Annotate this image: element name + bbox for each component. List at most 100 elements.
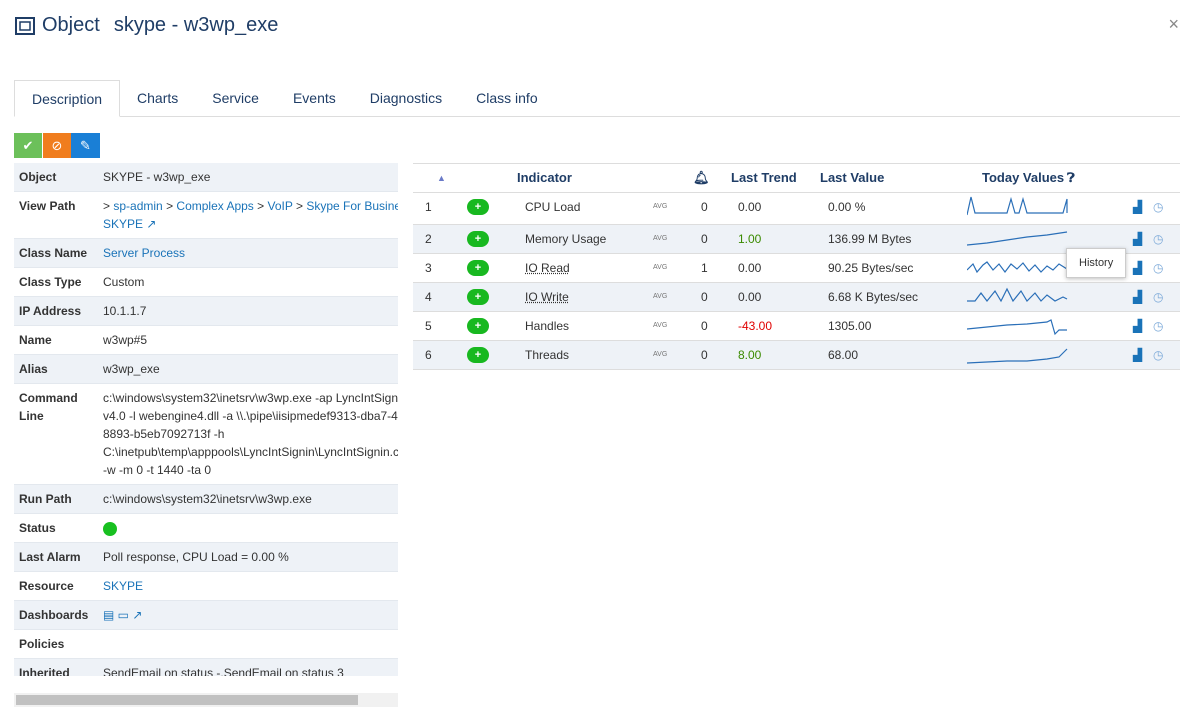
history-icon[interactable]: ◷ <box>1153 200 1164 214</box>
row-number: 2 <box>425 232 432 246</box>
scroll-thumb[interactable] <box>16 695 358 705</box>
property-value: SKYPE <box>103 572 143 600</box>
value-text[interactable]: SKYPE <box>103 579 144 593</box>
last-value: 68.00 <box>828 348 859 362</box>
table-row: 1 + CPU Load AVG 0 0.00 0.00 % ▟ ◷ <box>413 193 1180 225</box>
add-button[interactable]: + <box>467 260 489 276</box>
add-button[interactable]: + <box>467 199 489 215</box>
tab[interactable]: Diagnostics <box>369 90 443 106</box>
property-value: c:\windows\system32\inetsrv\w3wp.exe -ap… <box>103 384 398 484</box>
value-text: c:\windows\system32\inetsrv\w3wp.exe <box>103 492 312 506</box>
tab[interactable]: Charts <box>137 90 179 106</box>
history-icon[interactable]: ◷ <box>1153 319 1164 333</box>
help-icon: ❓︎ <box>1067 170 1075 185</box>
tab[interactable]: Events <box>292 90 336 106</box>
history-icon[interactable]: ◷ <box>1153 348 1164 362</box>
sparkline <box>967 196 1068 216</box>
aggregation: AVG <box>653 293 668 300</box>
chart-icon[interactable]: ▟ <box>1133 232 1143 246</box>
chart-icon[interactable]: ▟ <box>1133 319 1143 333</box>
alarm-count: 0 <box>701 290 708 304</box>
property-value: Poll response, CPU Load = 0.00 % <box>103 543 289 571</box>
path-link[interactable]: Complex Apps <box>176 199 254 213</box>
col-value[interactable]: Last Value <box>820 170 885 185</box>
row-number: 6 <box>425 348 432 362</box>
property-row: Class Name Server Process <box>14 239 398 268</box>
add-button[interactable]: + <box>467 231 489 247</box>
title: Object <box>42 14 100 36</box>
chart-icon[interactable]: ▟ <box>1133 200 1143 214</box>
property-label: Name <box>19 333 52 347</box>
row-number: 4 <box>425 290 432 304</box>
path-separator: > <box>166 199 174 213</box>
col-indicator[interactable]: Indicator <box>517 170 572 185</box>
history-icon[interactable]: ◷ <box>1153 261 1164 275</box>
command-line: -w -m 0 -t 1440 -ta 0 <box>103 463 212 477</box>
property-value: Custom <box>103 268 144 296</box>
edit-button[interactable]: ✎ <box>71 133 100 158</box>
value-text[interactable]: Server Process <box>103 246 186 260</box>
path-link[interactable]: VoIP <box>267 199 293 213</box>
col-trend[interactable]: Last Trend <box>731 170 797 185</box>
external-icon[interactable]: ↗ <box>146 217 157 231</box>
indicator-name: Threads <box>525 348 570 362</box>
value-text: Custom <box>103 275 145 289</box>
aggregation: AVG <box>653 235 668 242</box>
property-label: Class Name <box>19 246 88 260</box>
value-text: w3wp#5 <box>103 333 148 347</box>
close-button[interactable]: × <box>1168 14 1179 34</box>
property-row: Command Line c:\windows\system32\inetsrv\… <box>14 384 398 485</box>
aggregation: AVG <box>653 322 668 329</box>
path-separator: > <box>295 199 303 213</box>
col-today[interactable]: Today Values <box>982 170 1065 185</box>
indicator-table: ▲ Indicator 🔔︎ Last Trend Last Value Tod… <box>413 163 1180 370</box>
property-row: Inherited policies SendEmail on status -.… <box>14 659 398 676</box>
value-text: w3wp_exe <box>103 362 160 376</box>
chart-icon[interactable]: ▟ <box>1133 261 1143 275</box>
property-label: IP Address <box>19 304 82 318</box>
last-value: 90.25 Bytes/sec <box>828 261 914 275</box>
path-link[interactable]: Skype For Busines <box>306 199 398 213</box>
alarm-count: 0 <box>701 200 708 214</box>
last-trend: 0.00 <box>738 290 762 304</box>
property-label: View Path <box>19 199 76 213</box>
sparkline <box>967 231 1068 246</box>
ok-button[interactable]: ✔ <box>14 133 42 158</box>
history-icon[interactable]: ◷ <box>1153 232 1164 246</box>
dashboard-icons[interactable]: ▤ ▭ ↗ <box>103 608 143 622</box>
path-link[interactable]: SKYPE <box>103 217 144 231</box>
path-link[interactable]: sp-admin <box>113 199 163 213</box>
tab[interactable]: Description <box>14 80 121 117</box>
property-label: Policies <box>19 637 65 651</box>
last-trend: 1.00 <box>738 232 762 246</box>
chart-icon[interactable]: ▟ <box>1133 348 1143 362</box>
last-trend: 0.00 <box>738 261 762 275</box>
property-row: Alias w3wp_exe <box>14 355 398 384</box>
property-label: Command Line <box>19 391 78 423</box>
chart-icon[interactable]: ▟ <box>1133 290 1143 304</box>
history-icon[interactable]: ◷ <box>1153 290 1164 304</box>
property-value: > sp-admin > Complex Apps > VoIP > Skype… <box>103 192 398 238</box>
alarm-count: 0 <box>701 232 708 246</box>
tabs: Description Charts Service Events Diagnostic… <box>14 80 1180 117</box>
sort-icon[interactable]: ▲ <box>437 173 446 183</box>
tab[interactable]: Service <box>212 90 259 106</box>
indicator-name: IO Read <box>525 261 570 275</box>
add-button[interactable]: + <box>467 347 489 363</box>
tab[interactable]: Class info <box>476 90 538 106</box>
row-number: 5 <box>425 319 432 333</box>
property-row: Run Path c:\windows\system32\inetsrv\w3wp… <box>14 485 398 514</box>
disable-button[interactable]: ⊘ <box>43 133 71 158</box>
property-label: Class Type <box>19 275 82 289</box>
last-trend: 0.00 <box>738 200 762 214</box>
property-row: Name w3wp#5 <box>14 326 398 355</box>
row-number: 1 <box>425 200 432 214</box>
property-row: Status <box>14 514 398 543</box>
property-label: Inherited policies <box>19 666 70 676</box>
add-button[interactable]: + <box>467 289 489 305</box>
table-row: 3 + IO Read AVG 1 0.00 90.25 Bytes/sec ▟ ◷ <box>413 254 1180 283</box>
table-row: 4 + IO Write AVG 0 0.00 6.68 K Bytes/sec ▟ ◷ <box>413 283 1180 312</box>
add-button[interactable]: + <box>467 318 489 334</box>
value-text: 10.1.1.7 <box>103 304 147 318</box>
